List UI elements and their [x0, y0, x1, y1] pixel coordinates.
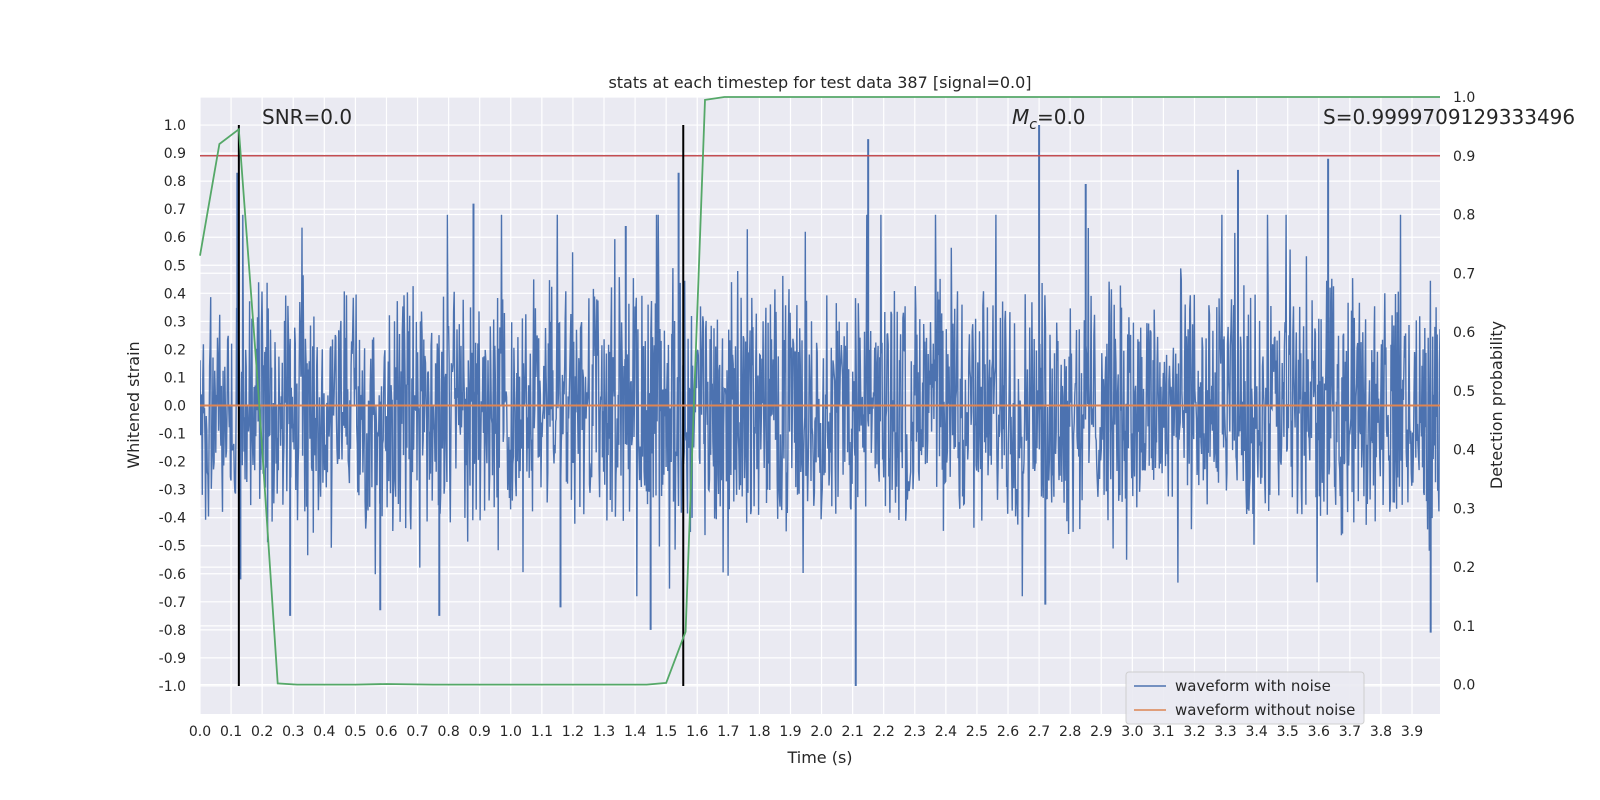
- y-tick-label: -0.5: [159, 539, 186, 555]
- x-tick-label: 1.3: [593, 724, 615, 740]
- mc-subscript: c: [1029, 117, 1037, 133]
- x-tick-label: 0.3: [282, 724, 304, 740]
- legend: waveform with noise waveform without noi…: [1125, 671, 1365, 725]
- y-tick-label: -0.6: [159, 567, 186, 583]
- y-tick-labels: 1.0 0.9 0.8 0.7 0.6 0.5 0.4 0.3 0.2 0.1 0.0 -0.1 -0.…: [159, 118, 186, 695]
- y-tick-label: 0.4: [164, 286, 186, 302]
- x-tick-label: 0.4: [313, 724, 335, 740]
- y-tick-label: -0.2: [159, 455, 186, 471]
- y2-tick-label: 0.2: [1453, 560, 1475, 576]
- y2-tick-label: 0.8: [1453, 208, 1475, 224]
- x-tick-label: 2.7: [1028, 724, 1050, 740]
- y-tick-label: -0.9: [159, 651, 186, 667]
- y2-tick-label: 0.0: [1453, 678, 1475, 694]
- x-tick-label: 3.2: [1183, 724, 1205, 740]
- x-tick-labels: 0.0 0.1 0.2 0.3 0.4 0.5 0.6 0.7 0.8 0.9 1.0 1.1 1.2 1…: [189, 724, 1423, 740]
- y-tick-label: 0.9: [164, 146, 186, 162]
- x-tick-label: 2.0: [810, 724, 832, 740]
- x-tick-label: 1.4: [624, 724, 646, 740]
- y2-tick-label: 0.1: [1453, 619, 1475, 635]
- y2-tick-label: 0.4: [1453, 443, 1475, 459]
- x-tick-label: 1.7: [717, 724, 739, 740]
- x-tick-label: 2.8: [1059, 724, 1081, 740]
- x-tick-label: 0.9: [469, 724, 491, 740]
- x-axis-label: Time (s): [786, 748, 852, 767]
- y2-axis-label: Detection probability: [1487, 321, 1506, 489]
- x-tick-label: 3.4: [1246, 724, 1268, 740]
- mc-value: =0.0: [1037, 105, 1086, 129]
- snr-annotation: SNR=0.0: [262, 105, 352, 129]
- y-tick-label: 0.5: [164, 258, 186, 274]
- y-tick-label: 0.7: [164, 202, 186, 218]
- y-tick-label: 0.8: [164, 174, 186, 190]
- legend-label-clean: waveform without noise: [1175, 701, 1355, 719]
- x-tick-label: 3.5: [1277, 724, 1299, 740]
- s-annotation: S=0.9999709129333496: [1323, 105, 1575, 129]
- y2-tick-label: 0.9: [1453, 149, 1475, 165]
- y-axis-label: Whitened strain: [124, 341, 143, 468]
- y-tick-label: -0.7: [159, 595, 186, 611]
- y-tick-label: 0.3: [164, 314, 186, 330]
- x-tick-label: 2.2: [873, 724, 895, 740]
- series-detection-probability: [199, 96, 1440, 686]
- detection-probability-path: [199, 96, 1440, 686]
- x-tick-label: 3.0: [1121, 724, 1143, 740]
- x-tick-label: 3.1: [1152, 724, 1174, 740]
- y-tick-label: -0.8: [159, 623, 186, 639]
- x-tick-label: 1.5: [655, 724, 677, 740]
- y2-tick-label: 0.7: [1453, 266, 1475, 282]
- y2-tick-label: 0.5: [1453, 384, 1475, 400]
- y-tick-label: -0.4: [159, 511, 186, 527]
- y2-tick-label: 0.3: [1453, 501, 1475, 517]
- mc-symbol: M: [1012, 105, 1029, 129]
- x-tick-label: 2.5: [966, 724, 988, 740]
- y2-tick-label: 0.6: [1453, 325, 1475, 341]
- x-tick-label: 1.8: [748, 724, 770, 740]
- x-tick-label: 3.8: [1370, 724, 1392, 740]
- x-tick-label: 1.6: [686, 724, 708, 740]
- mc-annotation: Mc=0.0: [1012, 105, 1086, 133]
- x-tick-label: 0.5: [344, 724, 366, 740]
- x-tick-label: 1.9: [779, 724, 801, 740]
- y-tick-label: -1.0: [159, 679, 186, 695]
- x-tick-label: 2.4: [935, 724, 957, 740]
- x-tick-label: 2.1: [841, 724, 863, 740]
- x-tick-label: 0.8: [437, 724, 459, 740]
- y-tick-label: 0.0: [164, 399, 186, 415]
- y-tick-label: -0.3: [159, 483, 186, 499]
- x-tick-label: 3.6: [1308, 724, 1330, 740]
- y-tick-label: 1.0: [164, 118, 186, 134]
- y-tick-label: -0.1: [159, 427, 186, 443]
- y2-tick-labels: 1.0 0.9 0.8 0.7 0.6 0.5 0.4 0.3 0.2 0.1 0.0: [1453, 90, 1475, 694]
- x-tick-label: 0.2: [251, 724, 273, 740]
- x-tick-label: 1.1: [531, 724, 553, 740]
- x-tick-label: 3.3: [1214, 724, 1236, 740]
- legend-box: [1125, 671, 1365, 725]
- x-tick-label: 3.7: [1339, 724, 1361, 740]
- y-tick-label: 0.1: [164, 370, 186, 386]
- x-tick-label: 0.0: [189, 724, 211, 740]
- y-tick-label: 0.6: [164, 230, 186, 246]
- series-waveform-with-noise: [200, 125, 1440, 686]
- legend-label-noise: waveform with noise: [1175, 677, 1331, 695]
- x-tick-label: 2.6: [997, 724, 1019, 740]
- x-tick-label: 3.9: [1401, 724, 1423, 740]
- x-tick-label: 0.7: [406, 724, 428, 740]
- waveform-noise-path: [200, 214, 1440, 597]
- x-tick-label: 0.6: [375, 724, 397, 740]
- chart-title: stats at each timestep for test data 387…: [608, 73, 1031, 92]
- x-tick-label: 1.2: [562, 724, 584, 740]
- y2-tick-label: 1.0: [1453, 90, 1475, 106]
- x-tick-label: 0.1: [220, 724, 242, 740]
- x-tick-label: 2.9: [1090, 724, 1112, 740]
- x-tick-label: 1.0: [500, 724, 522, 740]
- y-tick-label: 0.2: [164, 342, 186, 358]
- x-tick-label: 2.3: [904, 724, 926, 740]
